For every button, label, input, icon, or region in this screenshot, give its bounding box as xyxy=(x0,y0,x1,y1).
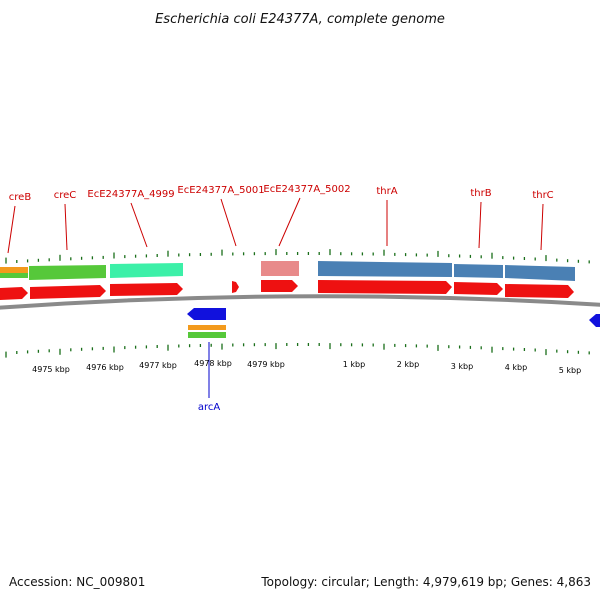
cog-bar-pink xyxy=(261,261,299,276)
gene-arrow-thrA[interactable] xyxy=(318,280,452,294)
gene-arrow-EcE24377A_4999[interactable] xyxy=(110,283,183,296)
genome-summary-text: Topology: circular; Length: 4,979,619 bp… xyxy=(260,575,591,589)
gene-arrow-thrB[interactable] xyxy=(454,282,503,295)
cog-bar-blue xyxy=(318,261,452,277)
gene-label[interactable]: arcA xyxy=(198,402,221,413)
cog-bar-green xyxy=(0,273,28,278)
scale-label: 4976 kbp xyxy=(86,363,124,372)
accession-text: Accession: NC_009801 xyxy=(9,575,145,589)
label-connector xyxy=(278,197,301,247)
scale-ticks-lower xyxy=(5,343,590,358)
minus-strand-genes xyxy=(187,308,600,338)
gene-label[interactable]: thrA xyxy=(376,186,397,197)
gene-label[interactable]: thrB xyxy=(470,188,491,199)
gene-label[interactable]: EcE24377A_5001 xyxy=(177,185,264,196)
minus-gene-labels: arcA xyxy=(198,402,221,413)
cog-bar-green xyxy=(29,265,106,280)
label-connector xyxy=(7,205,16,254)
scale-ticks-upper xyxy=(5,249,590,264)
plus-strand-genes xyxy=(0,280,574,300)
gene-label[interactable]: creC xyxy=(54,190,77,201)
genome-title: Escherichia coli E24377A, complete genom… xyxy=(155,12,445,27)
gene-arrow-creC[interactable] xyxy=(30,285,106,299)
genome-backbone xyxy=(0,294,600,310)
gene-arrow-thrC[interactable] xyxy=(505,284,574,298)
label-connector-lines xyxy=(7,197,544,398)
label-connector xyxy=(130,202,148,248)
gene-label[interactable]: EcE24377A_4999 xyxy=(87,189,174,200)
scale-label: 2 kbp xyxy=(397,360,419,369)
cog-bar-orange xyxy=(188,325,226,330)
scale-label: 3 kbp xyxy=(451,362,473,371)
cog-bar-blue xyxy=(454,264,503,278)
gene-arrow-EcE24377A_5002[interactable] xyxy=(261,280,298,292)
label-connector xyxy=(220,198,237,247)
gene-label[interactable]: thrC xyxy=(532,190,553,201)
scale-label: 4979 kbp xyxy=(247,360,285,369)
cog-bar-orange xyxy=(0,267,28,273)
scale-labels: 4975 kbp 4976 kbp 4977 kbp 4978 kbp 4979… xyxy=(32,359,581,375)
scale-label: 4978 kbp xyxy=(194,359,232,368)
gene-arrow-creB[interactable] xyxy=(0,287,28,300)
scale-label: 1 kbp xyxy=(343,360,365,369)
gene-arrow-right-edge[interactable] xyxy=(589,314,600,327)
scale-label: 4975 kbp xyxy=(32,365,70,374)
gene-label[interactable]: creB xyxy=(9,192,32,203)
cog-color-bars xyxy=(0,261,575,281)
label-connector xyxy=(64,203,68,251)
plus-gene-labels: creB creC EcE24377A_4999 EcE24377A_5001 … xyxy=(9,184,554,203)
scale-label: 4977 kbp xyxy=(139,361,177,370)
cog-bar-teal xyxy=(110,263,183,278)
cog-bar-green xyxy=(188,332,226,338)
gene-label[interactable]: EcE24377A_5002 xyxy=(263,184,350,195)
scale-label: 4 kbp xyxy=(505,363,527,372)
scale-label: 5 kbp xyxy=(559,366,581,375)
label-connector xyxy=(540,203,544,251)
gene-arrow-EcE24377A_5001[interactable] xyxy=(232,281,239,293)
gene-arrow-arcA[interactable] xyxy=(187,308,226,320)
cog-bar-blue xyxy=(505,265,575,281)
label-connector xyxy=(478,201,482,249)
